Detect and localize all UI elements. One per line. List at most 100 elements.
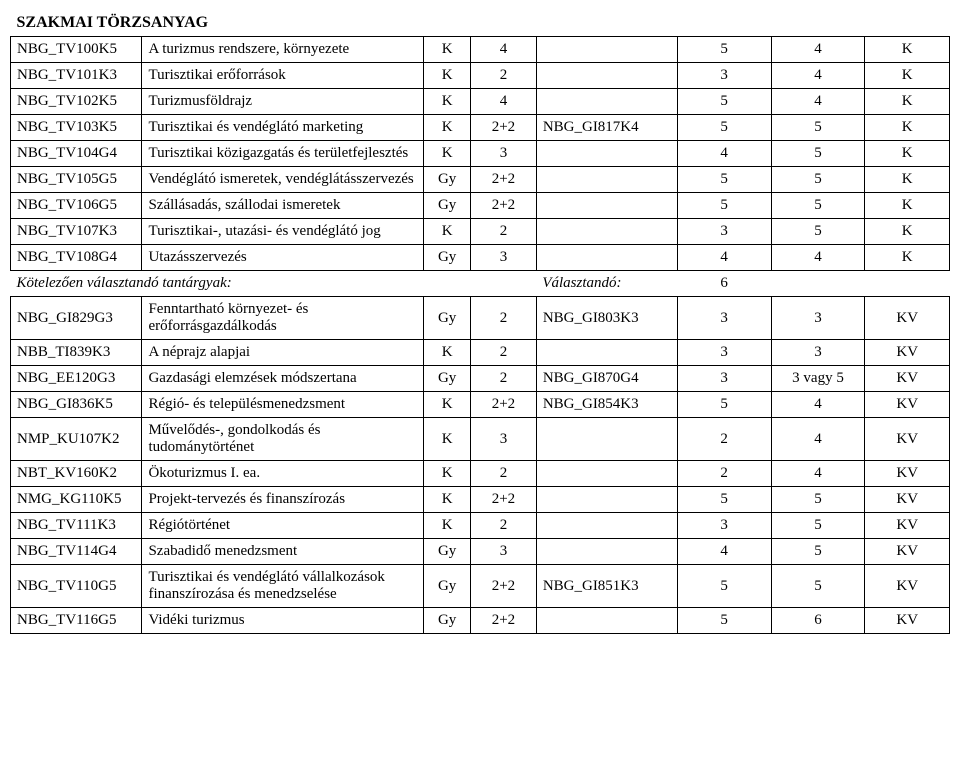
course-grade: K	[865, 37, 950, 63]
course-code: NBG_TV102K5	[11, 89, 142, 115]
course-semester: 4	[677, 245, 771, 271]
course-grade: KV	[865, 608, 950, 634]
course-type: Gy	[424, 245, 471, 271]
course-prereq	[536, 487, 677, 513]
course-prereq	[536, 167, 677, 193]
table-row: NBG_TV110G5Turisztikai és vendéglátó vál…	[11, 565, 950, 608]
course-grade: KV	[865, 487, 950, 513]
table-row: NMG_KG110K5Projekt-tervezés és finanszír…	[11, 487, 950, 513]
course-type: K	[424, 513, 471, 539]
course-code: NBG_TV100K5	[11, 37, 142, 63]
course-semester: 5	[677, 89, 771, 115]
course-credits: 5	[771, 539, 865, 565]
course-type: K	[424, 487, 471, 513]
course-prereq: NBG_GI870G4	[536, 366, 677, 392]
course-code: NBG_TV107K3	[11, 219, 142, 245]
course-desc: Szállásadás, szállodai ismeretek	[142, 193, 424, 219]
subheader-left: Kötelezően választandó tantárgyak:	[11, 271, 537, 297]
course-type: K	[424, 461, 471, 487]
course-prereq	[536, 89, 677, 115]
course-code: NBG_TV101K3	[11, 63, 142, 89]
course-code: NBG_TV110G5	[11, 565, 142, 608]
course-credits: 5	[771, 487, 865, 513]
course-type: K	[424, 392, 471, 418]
course-grade: K	[865, 219, 950, 245]
course-type: Gy	[424, 539, 471, 565]
course-type: K	[424, 89, 471, 115]
course-credits: 5	[771, 193, 865, 219]
table-row: NBG_TV107K3Turisztikai-, utazási- és ven…	[11, 219, 950, 245]
course-semester: 3	[677, 297, 771, 340]
course-semester: 3	[677, 366, 771, 392]
course-credits: 5	[771, 141, 865, 167]
course-prereq	[536, 245, 677, 271]
course-desc: Turisztikai erőforrások	[142, 63, 424, 89]
course-hours: 2	[471, 461, 537, 487]
course-grade: K	[865, 141, 950, 167]
table-row: NBG_TV102K5TurizmusföldrajzK454K	[11, 89, 950, 115]
course-type: Gy	[424, 297, 471, 340]
course-type: K	[424, 115, 471, 141]
course-desc: Régiótörténet	[142, 513, 424, 539]
table-row: NBG_GI836K5Régió- és településmenedzsmen…	[11, 392, 950, 418]
course-credits: 4	[771, 63, 865, 89]
course-prereq	[536, 539, 677, 565]
course-desc: Projekt-tervezés és finanszírozás	[142, 487, 424, 513]
course-semester: 3	[677, 513, 771, 539]
course-hours: 3	[471, 245, 537, 271]
course-prereq	[536, 193, 677, 219]
course-hours: 3	[471, 418, 537, 461]
course-semester: 3	[677, 63, 771, 89]
table-row: NBG_TV116G5Vidéki turizmusGy2+256KV	[11, 608, 950, 634]
course-credits: 4	[771, 37, 865, 63]
table-row: NMP_KU107K2Művelődés-, gondolkodás és tu…	[11, 418, 950, 461]
course-hours: 2	[471, 63, 537, 89]
course-desc: Turisztikai-, utazási- és vendéglátó jog	[142, 219, 424, 245]
course-hours: 2	[471, 513, 537, 539]
course-hours: 2	[471, 219, 537, 245]
subheader-row: Kötelezően választandó tantárgyak:Válasz…	[11, 271, 950, 297]
subheader-blank	[771, 271, 865, 297]
table-row: NBG_TV101K3Turisztikai erőforrásokK234K	[11, 63, 950, 89]
course-credits: 5	[771, 167, 865, 193]
course-grade: KV	[865, 565, 950, 608]
course-semester: 3	[677, 340, 771, 366]
course-type: Gy	[424, 608, 471, 634]
course-credits: 4	[771, 461, 865, 487]
course-desc: Turizmusföldrajz	[142, 89, 424, 115]
curriculum-table: SZAKMAI TÖRZSANYAG NBG_TV100K5A turizmus…	[10, 10, 950, 634]
course-code: NBG_TV108G4	[11, 245, 142, 271]
subheader-mid: Választandó:	[536, 271, 677, 297]
course-code: NBG_TV106G5	[11, 193, 142, 219]
course-semester: 5	[677, 392, 771, 418]
course-desc: Régió- és településmenedzsment	[142, 392, 424, 418]
course-prereq	[536, 608, 677, 634]
table-row: NBG_TV104G4Turisztikai közigazgatás és t…	[11, 141, 950, 167]
table-row: NBB_TI839K3A néprajz alapjaiK233KV	[11, 340, 950, 366]
course-desc: Turisztikai közigazgatás és területfejle…	[142, 141, 424, 167]
course-semester: 5	[677, 193, 771, 219]
course-credits: 4	[771, 418, 865, 461]
course-hours: 4	[471, 37, 537, 63]
table-row: NBG_TV103K5Turisztikai és vendéglátó mar…	[11, 115, 950, 141]
course-credits: 6	[771, 608, 865, 634]
course-grade: KV	[865, 340, 950, 366]
course-desc: A néprajz alapjai	[142, 340, 424, 366]
course-grade: KV	[865, 513, 950, 539]
table-row: NBG_TV105G5Vendéglátó ismeretek, vendégl…	[11, 167, 950, 193]
table-row: NBG_TV106G5Szállásadás, szállodai ismere…	[11, 193, 950, 219]
course-grade: K	[865, 167, 950, 193]
course-type: K	[424, 418, 471, 461]
course-hours: 2+2	[471, 392, 537, 418]
course-code: NBG_TV103K5	[11, 115, 142, 141]
course-semester: 2	[677, 461, 771, 487]
course-prereq	[536, 461, 677, 487]
course-hours: 3	[471, 141, 537, 167]
course-code: NBG_TV116G5	[11, 608, 142, 634]
course-semester: 5	[677, 115, 771, 141]
course-credits: 4	[771, 89, 865, 115]
course-desc: Turisztikai és vendéglátó vállalkozások …	[142, 565, 424, 608]
course-semester: 5	[677, 37, 771, 63]
course-grade: K	[865, 193, 950, 219]
table-row: NBG_GI829G3Fenntartható környezet- és er…	[11, 297, 950, 340]
